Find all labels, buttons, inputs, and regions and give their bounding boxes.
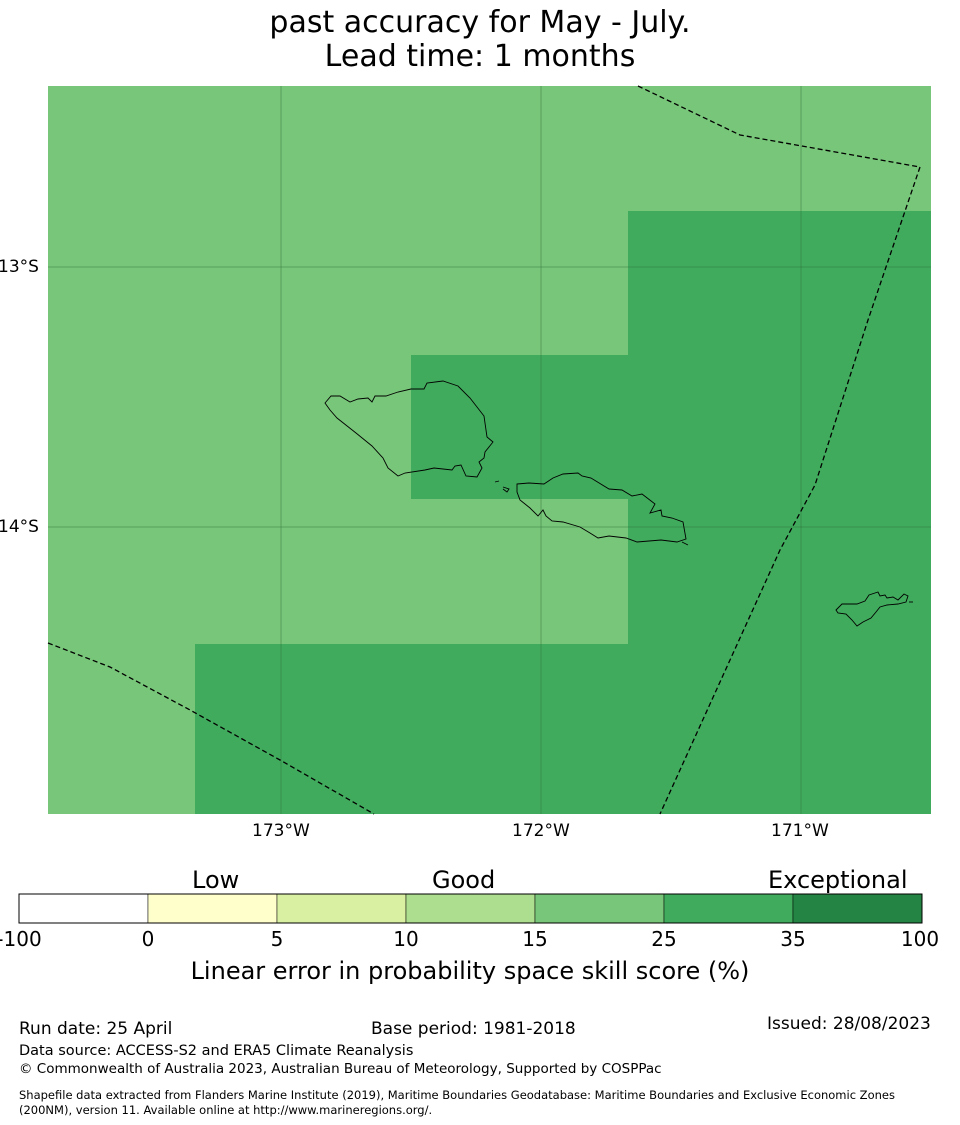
skill-cell-south: [195, 644, 628, 814]
colorbar-tick: 35: [780, 927, 806, 951]
colorbar: [18, 893, 923, 924]
colorbar-seg-15-25: [534, 893, 665, 924]
eez-boundary-southwest: [47, 642, 375, 815]
graticule: [48, 86, 931, 814]
issued-date: Issued: 28/08/2023: [767, 1014, 931, 1034]
eez-boundary-lines: [47, 85, 921, 815]
colorbar-seg-0-5: [147, 893, 278, 924]
manono-islet: [494, 480, 500, 483]
lat-label-13s: 13°S: [0, 257, 39, 277]
tutuila-island: [835, 591, 909, 627]
base-period: Base period: 1981-2018: [371, 1019, 576, 1039]
colorbar-category-good: Good: [432, 866, 496, 894]
colorbar-seg-35-100: [792, 893, 923, 924]
colorbar-category-low: Low: [192, 866, 240, 894]
map-title-line2: Lead time: 1 months: [324, 39, 636, 74]
eez-boundary-east: [659, 166, 921, 815]
lon-label-172w: 172°W: [512, 821, 570, 841]
upolu-island: [516, 472, 687, 543]
colorbar-tick: 25: [651, 927, 677, 951]
apolima-islet: [502, 486, 510, 493]
colorbar-outline: [18, 893, 923, 924]
colorbar-tick: 0: [141, 927, 155, 951]
savaii-island: [324, 380, 494, 478]
coastlines: [324, 380, 913, 627]
lon-label-171w: 171°W: [771, 821, 829, 841]
skill-cell-central: [411, 355, 628, 499]
colorbar-tick: 100: [900, 927, 940, 951]
skill-cell-east: [628, 211, 931, 814]
colorbar-tick: -100: [0, 927, 42, 951]
upolu-east-tip: [681, 541, 689, 546]
eez-boundary-north: [637, 85, 921, 168]
data-source: Data source: ACCESS-S2 and ERA5 Climate …: [19, 1043, 414, 1059]
copyright: © Commonwealth of Australia 2023, Austra…: [19, 1061, 662, 1077]
colorbar-seg-5-10: [276, 893, 407, 924]
colorbar-tick: 15: [522, 927, 548, 951]
colorbar-category-exceptional: Exceptional: [768, 866, 908, 894]
colorbar-seg-25-35: [663, 893, 794, 924]
lat-label-14s: 14°S: [0, 517, 39, 537]
shapefile-credit-line1: Shapefile data extracted from Flanders M…: [19, 1088, 895, 1102]
colorbar-tick: 10: [393, 927, 419, 951]
colorbar-label: Linear error in probability space skill …: [190, 957, 750, 985]
shapefile-credit-line2: (200NM), version 11. Available online at…: [19, 1103, 433, 1117]
colorbar-seg-10-15: [405, 893, 536, 924]
run-date: Run date: 25 April: [19, 1019, 173, 1039]
map-title-line1: past accuracy for May - July.: [269, 5, 691, 40]
colorbar-seg-neg100-0: [18, 893, 149, 924]
colorbar-tick: 5: [270, 927, 284, 951]
lon-label-173w: 173°W: [252, 821, 310, 841]
